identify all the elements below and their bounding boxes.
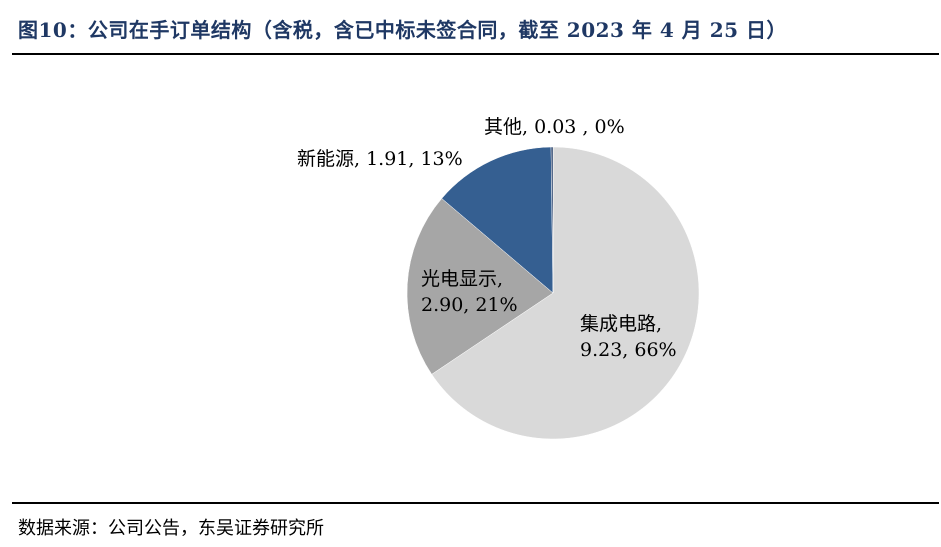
slice-label-3: 新能源, 1.91, 13% — [297, 148, 463, 170]
figure-title: 图10：公司在手订单结构（含税，含已中标未签合同，截至 2023 年 4 月 2… — [18, 18, 788, 42]
slice-label-line: 集成电路, — [580, 313, 662, 335]
pie-labels: 集成电路, 9.23, 66% 光电显示, 2.90, 21% 新能源, 1.91, 1… — [297, 116, 677, 361]
slice-label-line: 2.90, 21% — [421, 294, 518, 316]
title-rule — [12, 53, 939, 55]
slice-label-line: 光电显示, — [421, 268, 503, 290]
slice-label-line: 9.23, 66% — [580, 339, 677, 361]
slice-label-4: 其他, 0.03 , 0% — [484, 116, 625, 138]
source-rule — [12, 502, 939, 504]
pie-slice-4 — [550, 146, 554, 294]
pie-slice-3 — [441, 146, 554, 294]
pie-slice-1 — [431, 146, 700, 440]
slice-label-1: 集成电路, 9.23, 66% — [580, 313, 677, 361]
pie-slice-2 — [406, 198, 554, 375]
pie-slices — [406, 146, 700, 440]
slice-label-line: 其他, 0.03 , 0% — [484, 116, 625, 138]
source-note: 数据来源：公司公告，东吴证券研究所 — [18, 518, 324, 539]
slice-label-2: 光电显示, 2.90, 21% — [421, 268, 518, 316]
slice-label-line: 新能源, 1.91, 13% — [297, 148, 463, 170]
